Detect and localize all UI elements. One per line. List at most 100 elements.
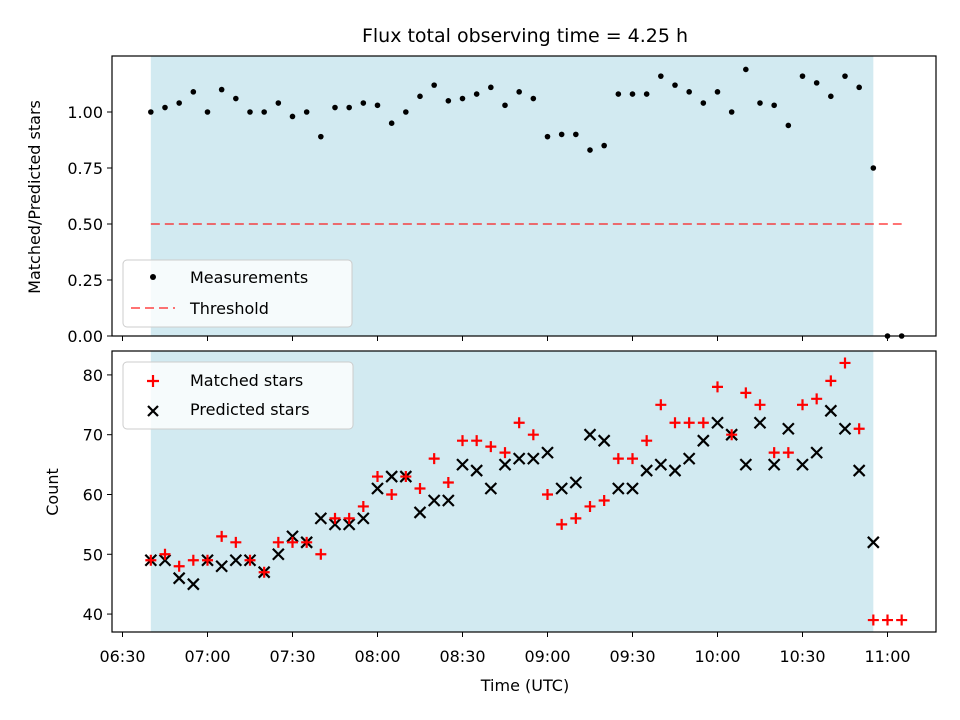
- measurement-point: [488, 84, 494, 91]
- ratio-panel: 0.00 0.25 0.50 0.75 1.00 Matched/Predicted s…: [25, 55, 937, 346]
- measurement-point: [388, 120, 395, 126]
- predicted-star-point: [767, 458, 781, 471]
- matched-star-point: [570, 512, 582, 524]
- predicted-star-point: [583, 428, 597, 441]
- measurement-point: [629, 91, 636, 97]
- measurement-point: [743, 66, 749, 73]
- measurement-point: [771, 102, 777, 109]
- predicted-star-point: [739, 458, 753, 471]
- measurement-point: [303, 109, 310, 115]
- measurement-point: [247, 109, 253, 115]
- measurement-point: [785, 122, 792, 129]
- predicted-star-point: [654, 458, 668, 471]
- measurement-point: [842, 73, 848, 79]
- x-tick-label: 09:30: [609, 647, 655, 666]
- predicted-star-point: [385, 470, 398, 483]
- predicted-star-point: [427, 494, 441, 507]
- x-tick-label: 09:00: [524, 647, 570, 666]
- matched-star-point: [386, 488, 398, 500]
- matched-star-point: [202, 554, 213, 566]
- measurement-point: [700, 100, 707, 106]
- predicted-star-point: [711, 416, 724, 430]
- predicted-star-point: [682, 452, 696, 465]
- x-tick-label: 11:00: [864, 647, 910, 666]
- top-y-axis-label: Matched/Predicted stars: [25, 100, 44, 294]
- measurement-point: [828, 93, 834, 100]
- matched-star-point: [457, 435, 468, 447]
- predicted-star-point: [456, 458, 469, 471]
- predicted-star-point: [215, 559, 228, 573]
- count-points: [144, 357, 908, 626]
- legend-measurement-marker: [150, 274, 156, 280]
- measurement-point: [714, 89, 721, 95]
- top-legend: Measurements Threshold: [122, 259, 353, 328]
- measurement-point: [289, 113, 296, 120]
- measurement-point: [360, 100, 367, 106]
- matched-star-point: [173, 560, 185, 572]
- top-y-axis: 0.00 0.25 0.50 0.75 1.00: [67, 103, 112, 346]
- legend-predicted-marker: [147, 405, 159, 417]
- measurement-point: [473, 91, 480, 97]
- matched-star-point: [740, 387, 752, 399]
- predicted-star-point: [838, 422, 852, 436]
- matched-star-point: [867, 614, 879, 626]
- predicted-star-point: [640, 464, 653, 477]
- predicted-star-point: [867, 536, 880, 549]
- predicted-star-point: [314, 512, 328, 525]
- matched-star-point: [485, 441, 497, 453]
- measurement-point: [856, 84, 862, 91]
- measurement-point: [403, 109, 409, 115]
- predicted-star-point: [852, 464, 866, 477]
- matched-star-point: [343, 512, 355, 524]
- predicted-star-point: [597, 434, 611, 447]
- chart-title: Flux total observing time = 4.25 h: [362, 25, 688, 47]
- matched-star-point: [442, 477, 454, 489]
- measurement-point: [445, 98, 452, 104]
- measurement-point: [190, 89, 197, 95]
- matched-star-point: [627, 453, 638, 465]
- measurement-point: [516, 89, 522, 95]
- measurement-point: [459, 95, 466, 102]
- matched-star-point: [768, 447, 780, 459]
- predicted-star-point: [569, 476, 583, 489]
- matched-star-point: [159, 548, 171, 560]
- measurement-point: [204, 109, 211, 115]
- predicted-star-point: [810, 446, 823, 459]
- predicted-star-point: [371, 482, 384, 495]
- measurement-point: [558, 131, 565, 138]
- matched-star-point: [471, 435, 483, 447]
- matched-star-point: [556, 518, 568, 530]
- x-axis-label: Time (UTC): [480, 676, 569, 695]
- measurement-point: [573, 131, 579, 138]
- legend-predicted: Predicted stars: [190, 400, 310, 419]
- predicted-star-point: [796, 458, 809, 471]
- matched-star-point: [882, 614, 893, 626]
- x-tick-label: 08:00: [354, 647, 400, 666]
- measurement-point: [728, 109, 735, 115]
- predicted-star-point: [512, 452, 526, 465]
- matched-star-point: [683, 417, 695, 429]
- measurement-point: [176, 100, 182, 106]
- bottom-y-tick-label: 60: [83, 485, 103, 504]
- measurement-point: [672, 82, 678, 88]
- bottom-y-tick-label: 80: [83, 366, 103, 385]
- measurement-point: [658, 73, 664, 79]
- predicted-star-point: [357, 512, 370, 525]
- measurement-point: [686, 89, 692, 95]
- predicted-star-point: [824, 404, 838, 418]
- bottom-y-axis: 40 50 60 70 80: [83, 366, 112, 624]
- matched-star-point: [216, 530, 228, 542]
- predicted-star-point: [470, 464, 483, 477]
- bottom-x-axis: 06:30 07:00 07:30 08:00 08:30 09:00 09:30 10:00…: [99, 632, 911, 666]
- matched-star-point: [811, 393, 823, 405]
- measurement-point: [148, 109, 154, 115]
- matched-star-point: [782, 447, 794, 459]
- bottom-y-axis-label: Count: [43, 468, 62, 516]
- bottom-y-tick-label: 40: [83, 605, 103, 624]
- predicted-star-point: [484, 482, 498, 495]
- predicted-star-point: [626, 482, 639, 495]
- measurement-point: [233, 95, 239, 102]
- matched-star-point: [187, 554, 199, 566]
- matched-star-point: [712, 381, 723, 393]
